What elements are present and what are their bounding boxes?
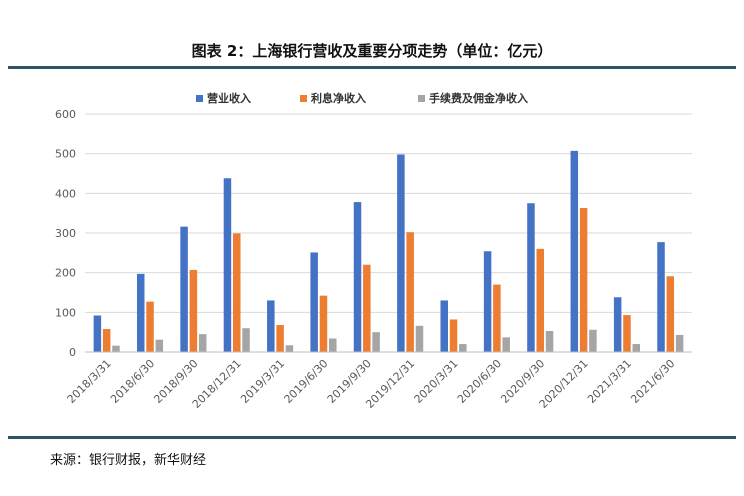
legend-swatch: [196, 95, 203, 102]
bar-net-interest: [146, 301, 154, 352]
bar-revenue: [310, 252, 318, 352]
bar-revenue: [397, 154, 405, 352]
bar-net-interest: [579, 208, 588, 352]
legend-swatch: [300, 95, 307, 102]
legend-label: 手续费及佣金净收入: [429, 91, 528, 105]
bar-net-interest: [449, 319, 458, 352]
bar-revenue: [527, 203, 535, 352]
bar-net-interest: [233, 233, 241, 352]
bar-fee-commission: [242, 328, 250, 352]
y-tick-label: 300: [55, 227, 76, 240]
bar-net-interest: [276, 325, 284, 352]
bar-revenue: [223, 178, 232, 352]
bar-revenue: [613, 297, 622, 352]
x-tick-label: 2020/3/31: [412, 357, 461, 406]
bar-fee-commission: [329, 338, 337, 352]
bar-fee-commission: [155, 339, 164, 352]
bar-net-interest: [623, 315, 631, 352]
x-tick-label: 2021/3/31: [585, 357, 634, 406]
x-tick-label: 2019/6/30: [282, 357, 331, 406]
legend-label: 利息净收入: [311, 91, 366, 105]
bar-revenue: [180, 226, 188, 352]
source-note: 来源：银行财报，新华财经: [50, 453, 207, 468]
bar-net-interest: [102, 328, 111, 352]
bar-fee-commission: [198, 334, 207, 352]
bar-revenue: [657, 242, 665, 352]
bar-fee-commission: [285, 345, 294, 352]
bar-revenue: [440, 300, 448, 352]
bar-fee-commission: [589, 329, 597, 352]
bar-net-interest: [406, 232, 414, 352]
bar-net-interest: [189, 269, 198, 352]
bar-revenue: [353, 202, 362, 352]
bar-fee-commission: [502, 337, 510, 352]
y-tick-label: 400: [55, 187, 76, 200]
bar-revenue: [483, 251, 492, 352]
bar-revenue: [136, 273, 145, 352]
bar-fee-commission: [675, 334, 684, 352]
bar-net-interest: [363, 264, 371, 352]
bar-fee-commission: [415, 325, 424, 352]
bars: [93, 150, 684, 352]
x-tick-label: 2021/6/30: [628, 357, 677, 406]
gridlines: [85, 113, 692, 353]
bar-fee-commission: [112, 345, 120, 352]
y-tick-label: 600: [55, 108, 76, 121]
x-tick-label: 2019/3/31: [238, 357, 287, 406]
legend-swatch: [418, 95, 425, 102]
legend-label: 营业收入: [207, 91, 251, 105]
x-tick-label: 2020/6/30: [455, 357, 504, 406]
y-tick-label: 500: [55, 148, 76, 161]
top-divider: [8, 66, 736, 69]
bar-net-interest: [666, 276, 675, 352]
bar-net-interest: [319, 295, 328, 352]
bar-revenue: [93, 315, 102, 352]
bar-net-interest: [536, 248, 544, 352]
x-axis: 2018/3/312018/6/302018/9/302018/12/31201…: [65, 351, 692, 411]
y-tick-label: 200: [55, 267, 76, 280]
y-axis: 0 100 200 300 400 500 600: [55, 108, 76, 359]
x-tick-label: 2018/6/30: [108, 357, 157, 406]
x-tick-label: 2018/3/31: [65, 357, 114, 406]
y-tick-label: 100: [55, 306, 76, 319]
bar-fee-commission: [372, 332, 380, 352]
bar-net-interest: [493, 284, 501, 352]
bar-fee-commission: [632, 344, 641, 352]
bar-revenue: [267, 300, 275, 352]
y-tick-label: 0: [69, 346, 76, 359]
bar-revenue: [570, 150, 579, 352]
bottom-divider: [8, 436, 736, 439]
bar-fee-commission: [545, 330, 554, 352]
bar-fee-commission: [459, 344, 467, 352]
legend: 营业收入 利息净收入 手续费及佣金净收入: [196, 91, 528, 105]
chart-title: 图表 2：上海银行营收及重要分项走势（单位：亿元）: [191, 42, 553, 60]
